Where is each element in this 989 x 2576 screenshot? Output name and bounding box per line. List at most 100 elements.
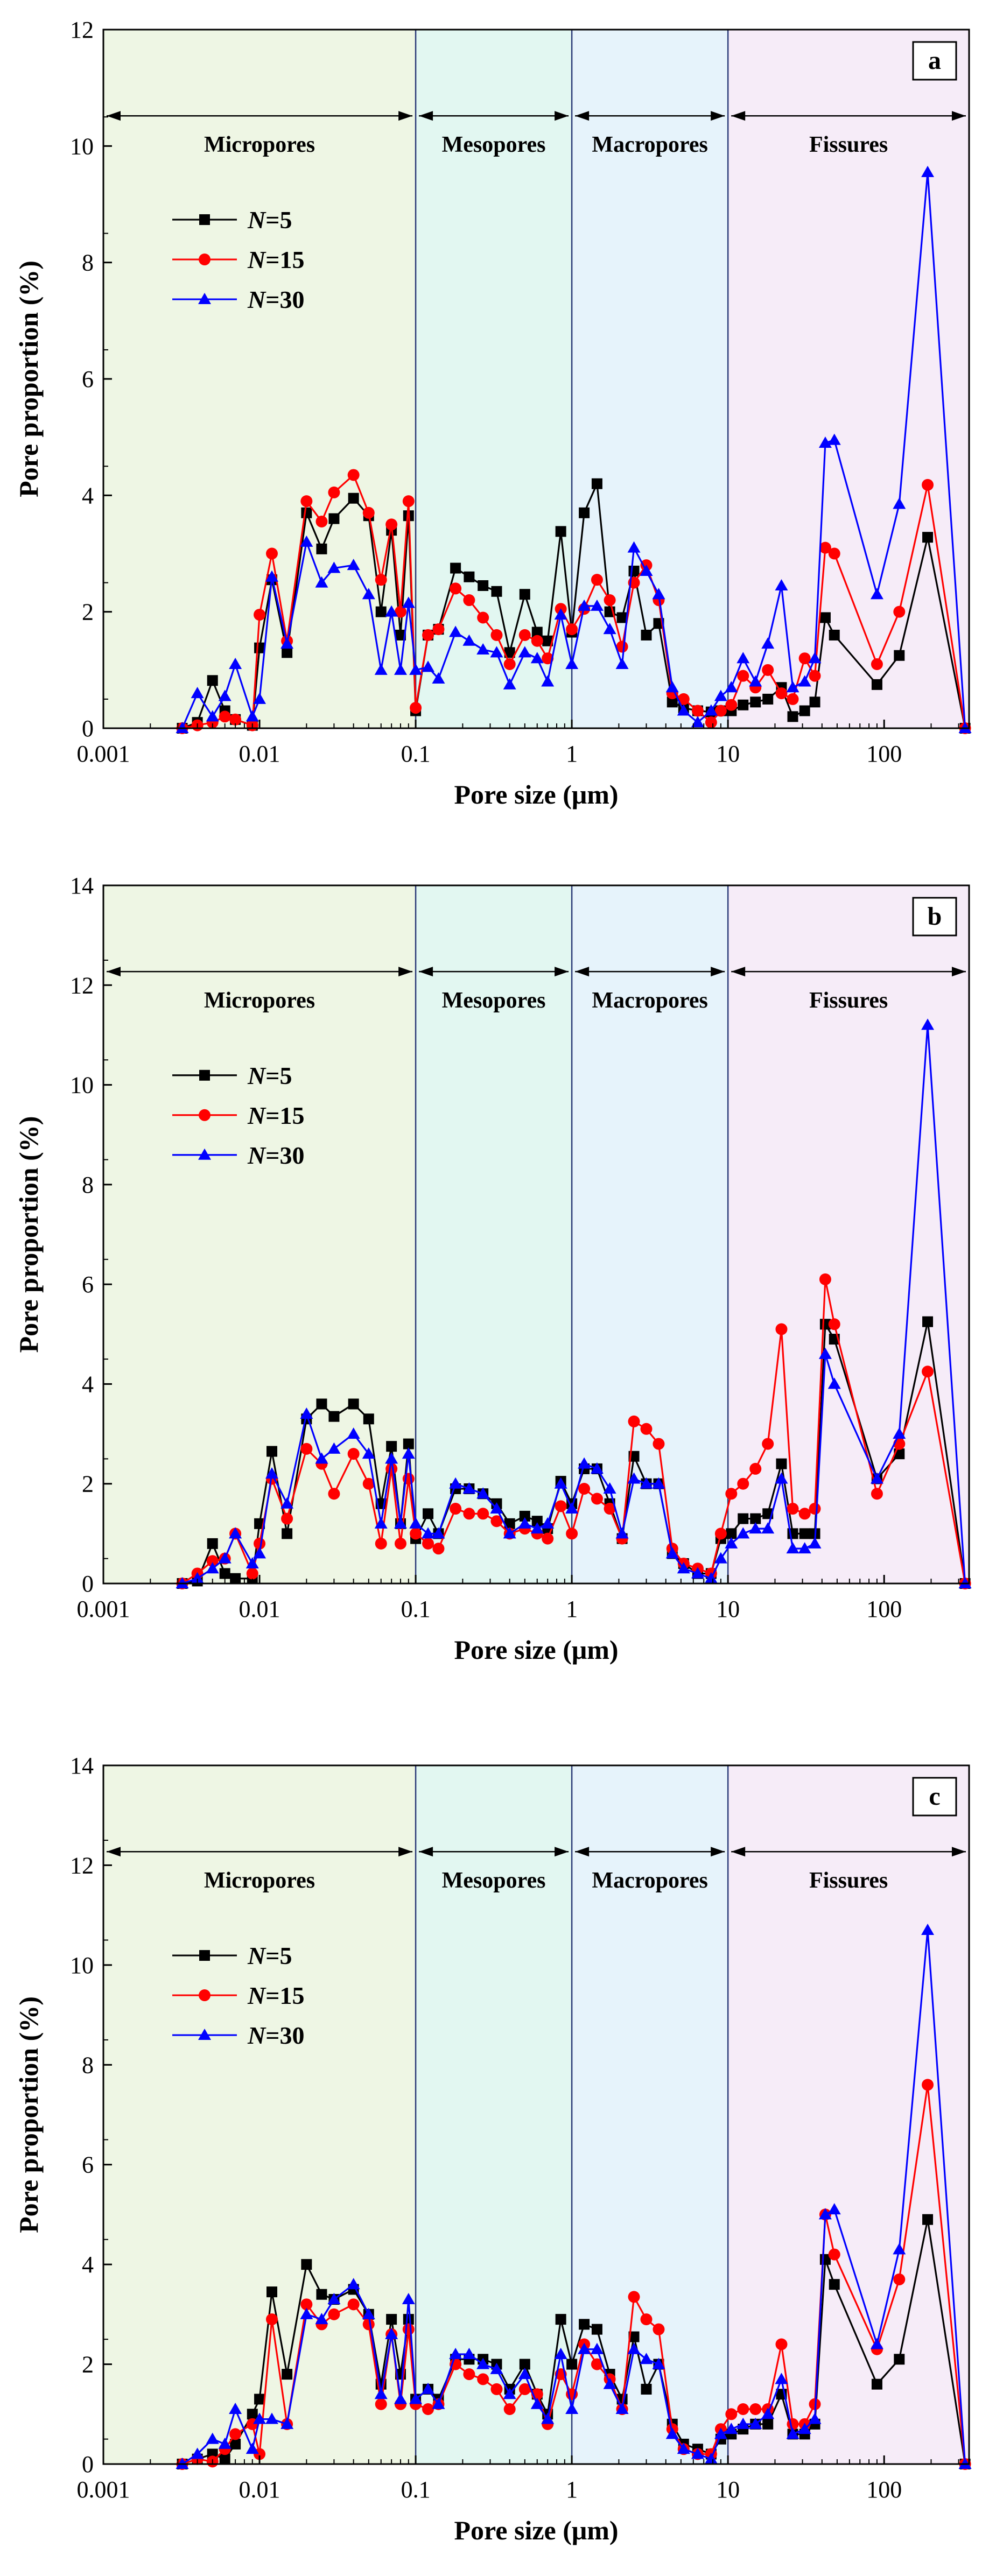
data-point-triangle [725,681,738,693]
data-point-triangle [786,681,799,693]
data-point-triangle [565,658,579,670]
data-point-circle [385,518,398,531]
data-point-triangle [590,599,604,611]
data-point-circle [490,2383,503,2395]
data-point-circle [477,2373,489,2385]
data-point-square [230,1573,241,1584]
data-point-circle [819,541,831,554]
arrow-head-left [731,111,746,121]
series-n-30 [176,166,972,733]
data-point-triangle [541,1517,555,1529]
data-point-square [738,699,749,710]
data-point-square [348,1398,359,1410]
legend-item: N=15 [172,1102,304,1129]
data-point-square [809,696,820,708]
region-label-macropores: Macropores [592,988,707,1013]
legend-prefix: N [247,286,266,313]
region-label-fissures: Fissures [809,1868,888,1893]
data-point-circle [503,658,516,671]
data-point-circle [518,629,531,641]
arrow-head-right [398,1847,413,1857]
legend-item: N=5 [172,1062,292,1089]
data-point-triangle [462,634,476,646]
chart-panel-a: Micropores Mesopores Macropores Fissures 0 2 4… [13,17,972,810]
data-point-circle [809,1503,821,1515]
data-point-square [750,1513,761,1524]
data-point-circle [542,652,554,665]
data-point-triangle [893,2243,906,2255]
data-point-triangle [627,541,641,553]
data-point-circle [410,1528,422,1540]
legend-label: N=15 [247,1102,304,1129]
data-point-square [348,492,359,504]
x-tick-label: 0.1 [401,741,431,767]
data-point-square [207,1538,218,1549]
data-point-triangle [206,1562,219,1574]
y-tick-label: 12 [70,17,94,43]
series-n-30 [176,1018,972,1588]
panel-letter-box [912,41,957,81]
data-point-triangle [554,608,567,620]
data-point-triangle [590,2342,604,2354]
x-axis-title: Pore size (μm) [454,2515,618,2545]
data-point-square [403,1438,414,1449]
data-point-square [386,1441,397,1452]
data-point-square [787,711,798,722]
x-tick-label: 10 [716,741,740,767]
data-point-square [641,2383,652,2395]
y-tick-label: 8 [82,250,94,276]
legend-value: =30 [265,2022,304,2049]
data-point-triangle [409,1517,423,1529]
data-point-circle [819,1273,831,1285]
y-tick-label: 2 [82,1471,94,1497]
x-tick-label: 1 [566,2476,578,2503]
legend-value: =5 [265,1942,292,1969]
data-point-circle [432,623,445,636]
data-point-triangle [565,2403,579,2415]
data-point-circle [828,1318,840,1331]
data-point-square [726,1528,737,1539]
arrow-head-right [398,111,413,121]
data-point-circle [725,1488,738,1500]
arrow-head-left [419,1847,433,1857]
data-point-triangle [786,2427,799,2439]
data-point-triangle [530,1522,544,1534]
y-tick-label: 2 [82,599,94,625]
data-point-circle [714,1528,727,1540]
y-axis-title: Pore proportion (%) [13,1116,44,1353]
legend-label: N=30 [247,1142,304,1169]
data-point-circle [566,1528,578,1540]
data-point-square [504,647,515,658]
x-tick-label: 10 [716,1596,740,1622]
data-point-triangle [530,652,544,664]
data-point-square [478,580,489,591]
data-point-square [395,629,406,641]
y-tick-label: 0 [82,1571,94,1597]
data-point-triangle [818,436,832,448]
data-point-square [579,2319,590,2330]
data-point-triangle [300,2307,313,2319]
data-point-square [363,1413,374,1425]
y-tick-label: 0 [82,2451,94,2478]
data-point-triangle [541,2412,555,2424]
data-point-circle [229,713,242,726]
data-point-triangle [893,497,906,509]
legend-item: N=5 [172,1942,292,1969]
data-point-circle [402,495,415,508]
region-band-fissures [728,30,969,728]
arrow-head-right [711,1847,725,1857]
data-point-triangle [265,2412,279,2424]
legend-value: =15 [265,1982,304,2009]
data-point-circle [503,2403,516,2416]
arrow-head-left [107,111,121,121]
data-point-circle [394,1537,406,1550]
data-point-circle [566,623,578,636]
data-point-triangle [206,2432,219,2444]
data-point-triangle [775,579,788,590]
data-point-square [591,2324,602,2335]
region-label-micropores: Micropores [204,1868,315,1893]
y-tick-label: 0 [82,715,94,742]
data-point-triangle [714,2427,727,2439]
x-tick-label: 0.001 [77,2476,130,2503]
